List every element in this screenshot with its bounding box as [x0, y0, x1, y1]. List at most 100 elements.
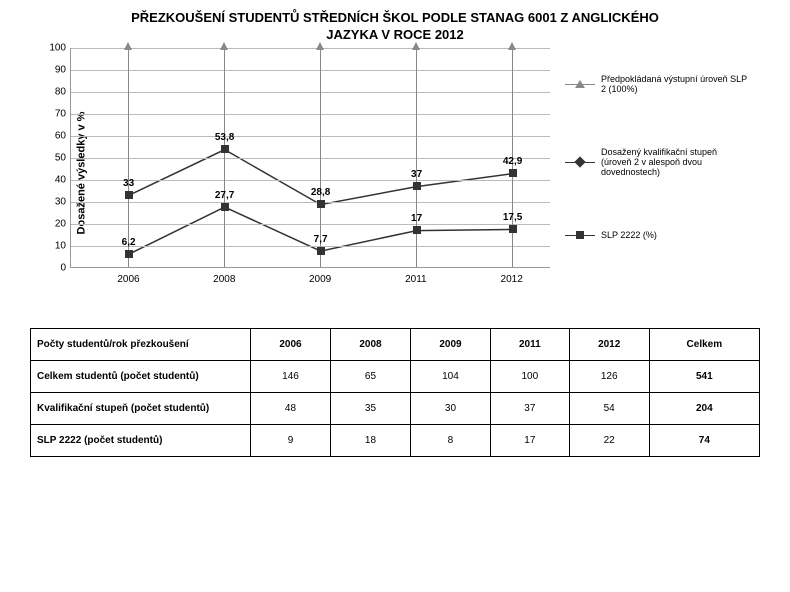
data-label: 53,8: [215, 132, 234, 143]
square-marker-icon: [221, 203, 229, 211]
gridline: [71, 158, 550, 159]
y-tick: 100: [41, 42, 66, 53]
table-row: SLP 2222 (počet studentů)9188172274: [31, 424, 760, 456]
legend-item: Předpokládaná výstupní úroveň SLP 2 (100…: [565, 74, 750, 94]
square-marker-icon: [576, 231, 584, 239]
table-col: 2006: [251, 328, 331, 360]
y-tick: 40: [41, 174, 66, 185]
table-col: 2012: [569, 328, 649, 360]
y-tick: 10: [41, 240, 66, 251]
target-vline: [224, 48, 225, 267]
row-label: SLP 2222 (počet studentů): [31, 424, 251, 456]
cell: 9: [251, 424, 331, 456]
page: PŘEZKOUŠENÍ STUDENTŮ STŘEDNÍCH ŠKOL PODL…: [0, 0, 790, 592]
data-label: 17,5: [503, 212, 522, 223]
x-tick: 2011: [405, 274, 427, 285]
cell: 18: [330, 424, 410, 456]
cell: 100: [490, 360, 569, 392]
table-col: 2011: [490, 328, 569, 360]
y-tick: 0: [41, 262, 66, 273]
gridline: [71, 224, 550, 225]
legend-label: Dosažený kvalifikační stupeň (úroveň 2 v…: [601, 147, 750, 177]
data-table: Počty studentů/rok přezkoušení 2006 2008…: [30, 328, 760, 457]
cell: 146: [251, 360, 331, 392]
cell: 37: [490, 392, 569, 424]
legend-label: Předpokládaná výstupní úroveň SLP 2 (100…: [601, 74, 750, 94]
data-label: 42,9: [503, 156, 522, 167]
gridline: [71, 114, 550, 115]
cell-total: 204: [649, 392, 759, 424]
legend-label: SLP 2222 (%): [601, 230, 657, 240]
cell: 54: [569, 392, 649, 424]
legend-swatch: [565, 229, 595, 241]
table-header-label: Počty studentů/rok přezkoušení: [31, 328, 251, 360]
table-body: Celkem studentů (počet studentů)14665104…: [31, 360, 760, 456]
chart-area: Dosažené výsledky v % 010203040506070809…: [70, 48, 770, 298]
cell: 126: [569, 360, 649, 392]
cell-total: 541: [649, 360, 759, 392]
cell: 35: [330, 392, 410, 424]
data-label: 37: [411, 169, 422, 180]
diamond-marker-icon: [125, 191, 133, 199]
x-tick: 2009: [309, 274, 331, 285]
gridline: [71, 92, 550, 93]
table-col: 2009: [410, 328, 490, 360]
triangle-marker-icon: [575, 80, 585, 88]
legend-swatch: [565, 156, 595, 168]
cell: 65: [330, 360, 410, 392]
diamond-marker-icon: [221, 145, 229, 153]
cell: 22: [569, 424, 649, 456]
data-label: 33: [123, 178, 134, 189]
plot-region: 0102030405060708090100200620082009201120…: [70, 48, 550, 268]
chart-title-line2: JAZYKA V ROCE 2012: [326, 27, 464, 42]
y-tick: 60: [41, 130, 66, 141]
cell: 48: [251, 392, 331, 424]
square-marker-icon: [413, 226, 421, 234]
y-tick: 50: [41, 152, 66, 163]
data-table-wrap: Počty studentů/rok přezkoušení 2006 2008…: [30, 328, 760, 457]
gridline: [71, 180, 550, 181]
arrowhead-icon: [220, 42, 228, 50]
arrowhead-icon: [124, 42, 132, 50]
legend-swatch: [565, 78, 595, 90]
cell-total: 74: [649, 424, 759, 456]
square-marker-icon: [125, 250, 133, 258]
y-tick: 80: [41, 86, 66, 97]
square-marker-icon: [317, 247, 325, 255]
diamond-marker-icon: [317, 200, 325, 208]
gridline: [71, 70, 550, 71]
gridline: [71, 202, 550, 203]
arrowhead-icon: [508, 42, 516, 50]
gridline: [71, 136, 550, 137]
diamond-marker-icon: [509, 169, 517, 177]
table-col: 2008: [330, 328, 410, 360]
gridline: [71, 246, 550, 247]
table-row: Kvalifikační stupeň (počet studentů)4835…: [31, 392, 760, 424]
table-col-total: Celkem: [649, 328, 759, 360]
chart-title-line1: PŘEZKOUŠENÍ STUDENTŮ STŘEDNÍCH ŠKOL PODL…: [131, 10, 659, 25]
legend: Předpokládaná výstupní úroveň SLP 2 (100…: [550, 48, 750, 268]
y-tick: 70: [41, 108, 66, 119]
arrowhead-icon: [412, 42, 420, 50]
data-label: 6,2: [122, 237, 136, 248]
table-header-row: Počty studentů/rok přezkoušení 2006 2008…: [31, 328, 760, 360]
x-tick: 2006: [117, 274, 139, 285]
legend-item: SLP 2222 (%): [565, 229, 750, 241]
cell: 104: [410, 360, 490, 392]
x-tick: 2008: [213, 274, 235, 285]
cell: 17: [490, 424, 569, 456]
row-label: Kvalifikační stupeň (počet studentů): [31, 392, 251, 424]
cell: 30: [410, 392, 490, 424]
x-tick: 2012: [501, 274, 523, 285]
data-label: 28,8: [311, 187, 330, 198]
data-label: 17: [411, 213, 422, 224]
y-tick: 30: [41, 196, 66, 207]
target-vline: [128, 48, 129, 267]
table-row: Celkem studentů (počet studentů)14665104…: [31, 360, 760, 392]
data-label: 27,7: [215, 190, 234, 201]
diamond-marker-icon: [574, 156, 585, 167]
legend-item: Dosažený kvalifikační stupeň (úroveň 2 v…: [565, 147, 750, 177]
y-tick: 20: [41, 218, 66, 229]
cell: 8: [410, 424, 490, 456]
chart-title: PŘEZKOUŠENÍ STUDENTŮ STŘEDNÍCH ŠKOL PODL…: [0, 0, 790, 48]
